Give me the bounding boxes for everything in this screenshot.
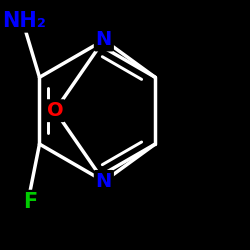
Text: F: F bbox=[23, 192, 38, 212]
Text: O: O bbox=[47, 101, 63, 120]
Text: NH₂: NH₂ bbox=[2, 10, 46, 30]
Text: N: N bbox=[96, 172, 112, 191]
Text: N: N bbox=[96, 30, 112, 50]
